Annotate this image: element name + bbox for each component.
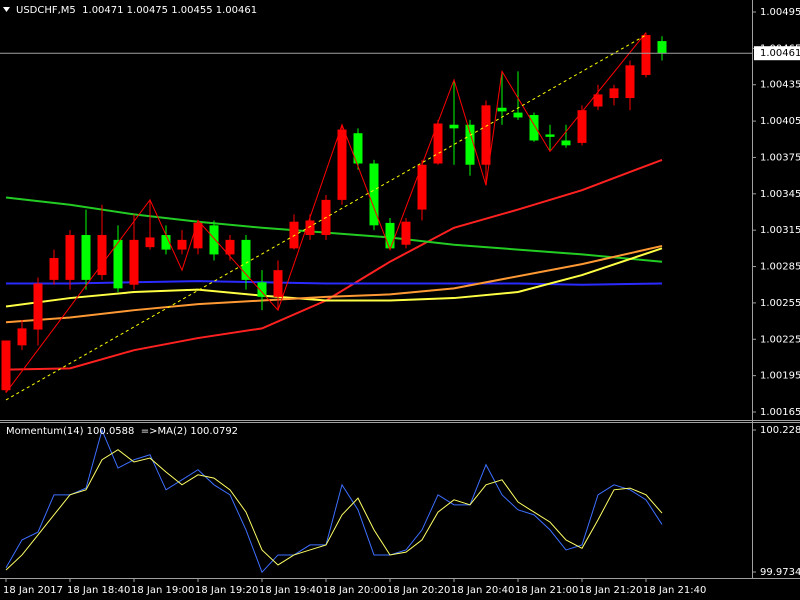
candle-body bbox=[561, 140, 571, 146]
plot-layer: 1.00165 1.00195 1.00225 1.00255 1.00285 1.003… bbox=[0, 7, 800, 596]
overlay-line bbox=[6, 280, 663, 286]
menu-icon[interactable] bbox=[3, 7, 10, 12]
y-tick-label: 1.00345 bbox=[760, 189, 800, 200]
candle-body bbox=[465, 124, 475, 165]
candle-body bbox=[209, 225, 219, 255]
y-tick-label: 1.00375 bbox=[760, 152, 800, 163]
indicator-line bbox=[5, 449, 663, 571]
candle-body bbox=[513, 112, 523, 118]
overlay-line bbox=[5, 32, 647, 393]
x-tick-label: 18 Jan 20:40 bbox=[451, 585, 514, 596]
y-tick-label: 1.00195 bbox=[760, 371, 800, 382]
y-tick-label: 99.9734 bbox=[760, 567, 800, 578]
candle-body bbox=[497, 107, 507, 112]
candle-body bbox=[257, 282, 267, 297]
candle-body bbox=[609, 88, 619, 99]
candle-body bbox=[529, 115, 539, 141]
y-tick-label: 100.2284 bbox=[760, 425, 800, 436]
candle-body bbox=[49, 258, 59, 280]
candle-body bbox=[145, 237, 155, 248]
candle-body bbox=[433, 123, 443, 164]
x-tick-label: 18 Jan 19:00 bbox=[131, 585, 194, 596]
candle-body bbox=[449, 124, 459, 129]
y-tick-label: 1.00315 bbox=[760, 225, 800, 236]
candle-body bbox=[177, 239, 187, 250]
candle-body bbox=[17, 328, 27, 346]
candle-body bbox=[369, 163, 379, 226]
candle-body bbox=[33, 283, 43, 330]
candle-body bbox=[225, 239, 235, 255]
y-tick-label: 1.00255 bbox=[760, 298, 800, 309]
y-tick-label: 1.00165 bbox=[760, 407, 800, 418]
y-tick-label: 1.00225 bbox=[760, 334, 800, 345]
candle-body bbox=[113, 239, 123, 289]
y-tick-label: 1.00435 bbox=[760, 80, 800, 91]
candle-body bbox=[577, 110, 587, 143]
x-tick-label: 18 Jan 20:20 bbox=[387, 585, 450, 596]
x-tick-label: 18 Jan 19:40 bbox=[259, 585, 322, 596]
x-tick-label: 18 Jan 20:00 bbox=[323, 585, 386, 596]
y-tick-label: 1.00495 bbox=[760, 7, 800, 18]
candle-body bbox=[305, 220, 315, 236]
candle-body bbox=[401, 221, 411, 245]
x-tick-label: 18 Jan 21:20 bbox=[579, 585, 642, 596]
indicator-title: Momentum(14) 100.0588 =>MA(2) 100.0792 bbox=[6, 426, 238, 437]
candle-body bbox=[353, 133, 363, 164]
candle-body bbox=[481, 105, 491, 165]
candle-body bbox=[129, 239, 139, 285]
candle-body bbox=[625, 65, 635, 99]
candle-body bbox=[641, 35, 651, 76]
candle-body bbox=[417, 164, 427, 210]
candle-body bbox=[289, 221, 299, 249]
overlay-line bbox=[5, 34, 647, 401]
candle-body bbox=[65, 235, 75, 280]
x-tick-label: 18 Jan 19:20 bbox=[195, 585, 258, 596]
chart-title: USDCHF,M5 1.00471 1.00475 1.00455 1.0046… bbox=[16, 5, 257, 16]
candle-body bbox=[161, 235, 171, 250]
candle-body bbox=[337, 129, 347, 200]
candle-body bbox=[593, 94, 603, 107]
x-tick-label: 18 Jan 2017 bbox=[3, 585, 63, 596]
candle-body bbox=[81, 235, 91, 280]
current-price-label: 1.00461 bbox=[760, 48, 800, 59]
candle-body bbox=[545, 134, 555, 137]
overlay-line bbox=[5, 244, 663, 324]
candle-body bbox=[657, 41, 667, 54]
candle-body bbox=[241, 239, 251, 280]
x-tick-label: 18 Jan 18:40 bbox=[67, 585, 130, 596]
y-tick-label: 1.00285 bbox=[760, 262, 800, 273]
candle-body bbox=[193, 222, 203, 249]
indicator-line bbox=[5, 428, 663, 574]
candle-body bbox=[385, 222, 395, 249]
x-tick-label: 18 Jan 21:40 bbox=[643, 585, 706, 596]
x-tick-label: 18 Jan 21:00 bbox=[515, 585, 578, 596]
candle-body bbox=[273, 270, 283, 297]
overlay-line bbox=[5, 247, 663, 308]
y-tick-label: 1.00405 bbox=[760, 116, 800, 127]
candle-body bbox=[1, 340, 11, 391]
current-price-box bbox=[754, 46, 800, 61]
candle-body bbox=[97, 235, 107, 276]
